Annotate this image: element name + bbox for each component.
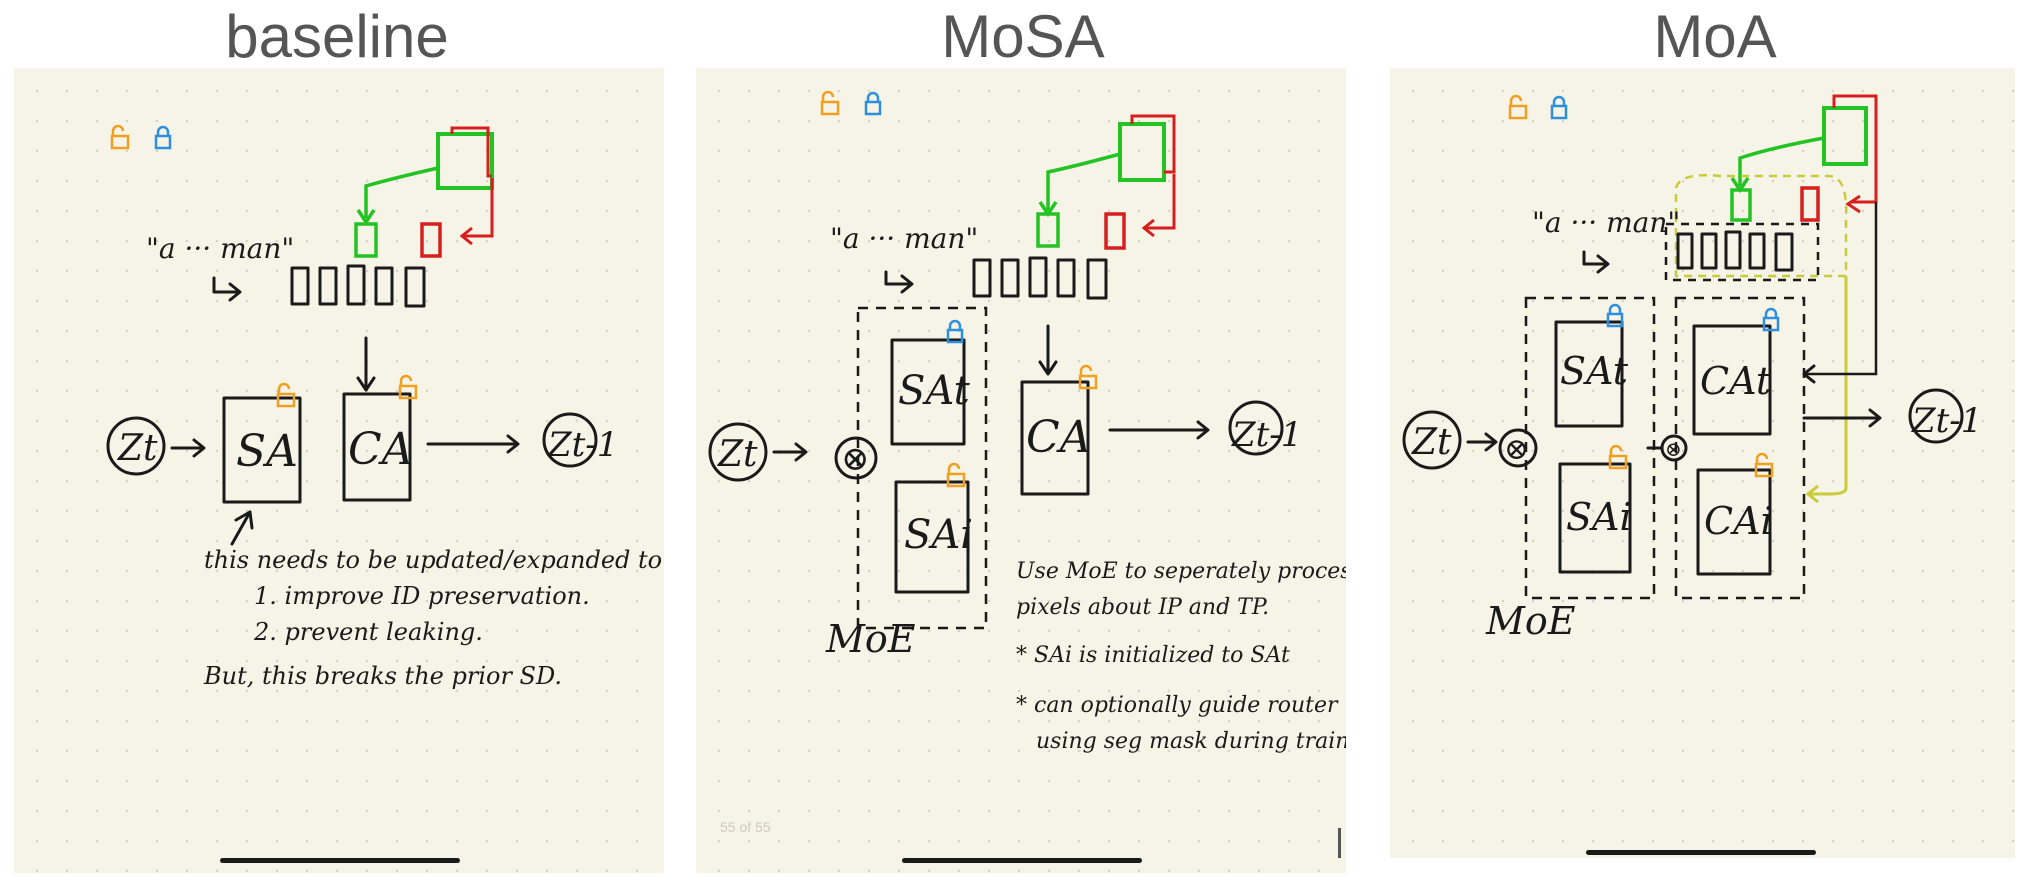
ca-t-label: CAt [1700, 359, 1772, 403]
lock-unlocked-icon [276, 382, 296, 408]
mosa-diagram: "a ··· man" Zt ⊗ SAt SAi [708, 90, 1346, 858]
prompt-text: "a ··· man" [830, 222, 978, 255]
zt-1-node [1228, 400, 1284, 456]
sa-block [222, 396, 302, 504]
lock-unlocked-icon [110, 124, 130, 150]
router-node [834, 436, 878, 480]
lock-locked-icon [864, 91, 882, 116]
red-image-box [1832, 94, 1878, 204]
zt-label: Zt [717, 434, 758, 475]
zt-node [708, 422, 768, 482]
baseline-panel: "a ··· man" Zt SA CA [14, 68, 664, 873]
note-line-1: this needs to be updated/expanded to [204, 546, 662, 574]
moe-group [856, 306, 988, 630]
green-token [354, 222, 378, 258]
note-line-2: pixels about IP and TP. [1016, 595, 1269, 620]
green-token [1730, 188, 1752, 222]
sa-t-block [890, 338, 966, 446]
note-line-3: 2. prevent leaking. [253, 618, 483, 646]
red-image-box [1130, 114, 1176, 174]
ca-i-block [1696, 468, 1772, 576]
page-indicator: 55 of 55 [720, 819, 771, 835]
lock-unlocked-icon [946, 462, 966, 488]
moa-panel: "a ··· man" Zt ⊗ SAt SAi [1390, 68, 2015, 858]
green-image-box [436, 132, 494, 190]
lock-unlocked-icon [1754, 452, 1774, 478]
ca-label: CA [348, 424, 413, 475]
moe-label: MoE [825, 617, 916, 661]
zt-1-label: Zt-1 [1911, 401, 1982, 441]
moe-label: MoE [1485, 599, 1576, 643]
lock-locked-icon [946, 319, 964, 344]
zt-1-node [542, 412, 598, 468]
title-mosa: MoSA [941, 3, 1105, 70]
sa-moe-group [1524, 296, 1656, 600]
router-label-ca: ⊗ [1665, 437, 1682, 461]
green-image-box [1822, 106, 1868, 166]
lock-locked-icon [1550, 95, 1568, 120]
home-indicator [902, 858, 1142, 863]
zt-1-node [1908, 388, 1964, 444]
note-line-5: using seg mask during training. [1036, 729, 1346, 754]
lock-unlocked-icon [1608, 444, 1628, 470]
sa-t-block [1554, 320, 1624, 428]
note-line-1: Use MoE to seperately process [1016, 559, 1346, 584]
zt-label: Zt [1411, 422, 1452, 463]
ca-block [1020, 380, 1090, 496]
red-image-box [450, 126, 492, 178]
router-node-sa [1498, 428, 1538, 468]
scrollbar[interactable] [1338, 828, 1341, 858]
lock-locked-icon [1762, 307, 1780, 332]
note-line-4: But, this breaks the prior SD. [203, 662, 562, 690]
sa-i-block [1558, 462, 1632, 574]
lock-locked-icon [154, 125, 172, 150]
zt-node [1402, 410, 1462, 470]
sa-i-block [894, 480, 970, 594]
lock-unlocked-icon [820, 90, 840, 116]
text-tokens [290, 264, 426, 308]
mosa-panel: "a ··· man" Zt ⊗ SAt SAi [696, 68, 1346, 873]
note-line-4: * can optionally guide router [1016, 693, 1339, 718]
zt-1-label: Zt-1 [1231, 415, 1302, 455]
title-baseline: baseline [225, 3, 449, 70]
router-label: ⊗ [841, 439, 870, 479]
baseline-diagram: "a ··· man" Zt SA CA [106, 124, 662, 690]
red-token [1104, 212, 1126, 250]
sa-i-label: SAi [1566, 495, 1632, 539]
red-token [1800, 186, 1820, 222]
note-line-3: * SAi is initialized to SAt [1016, 643, 1290, 668]
sa-label: SA [236, 426, 298, 477]
router-node-ca [1660, 434, 1688, 462]
sa-t-label: SAt [898, 368, 971, 414]
zt-1-label: Zt-1 [547, 425, 618, 465]
moa-diagram: "a ··· man" Zt ⊗ SAt SAi [1402, 94, 1982, 643]
green-token [1036, 212, 1060, 248]
ca-moe-group [1674, 296, 1806, 600]
home-indicator [1586, 850, 1816, 855]
lock-unlocked-icon [398, 374, 418, 400]
title-moa: MoA [1653, 3, 1777, 70]
prompt-text: "a ··· man" [1532, 206, 1680, 239]
text-tokens [1676, 230, 1794, 272]
ca-t-block [1692, 324, 1772, 436]
prompt-text: "a ··· man" [146, 232, 294, 265]
lock-locked-icon [1606, 303, 1624, 328]
lock-unlocked-icon [1508, 94, 1528, 120]
red-token [420, 222, 442, 258]
lock-unlocked-icon [1078, 364, 1098, 390]
home-indicator [220, 858, 460, 863]
ca-label: CA [1026, 412, 1091, 463]
zt-label: Zt [117, 428, 158, 469]
zt-node [106, 416, 166, 476]
sa-i-label: SAi [904, 512, 973, 558]
ca-i-label: CAi [1704, 499, 1773, 543]
ca-block [342, 392, 412, 502]
sa-t-label: SAt [1560, 349, 1629, 393]
green-image-box [1118, 122, 1166, 182]
note-line-2: 1. improve ID preservation. [254, 582, 590, 610]
text-tokens [972, 256, 1108, 300]
